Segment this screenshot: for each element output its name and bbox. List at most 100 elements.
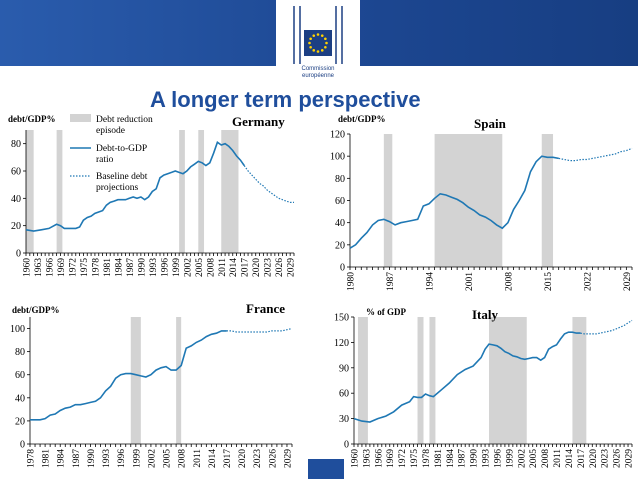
y-tick-label: 90 [339,363,349,374]
x-tick-label: 1990 [470,449,480,468]
debt-reduction-episode [198,130,205,253]
france-chart: 0 20 40 60 80 100 1978 1981 1984 1987 1990 1993 1996… [10,301,293,468]
x-tick-label: 2020 [589,449,599,468]
debt-reduction-episode [130,317,141,444]
debt-reduction-episode [176,317,182,444]
x-tick-label: 1966 [45,258,55,277]
y-axis-label: % of GDP [366,307,406,317]
projection-line [243,165,294,204]
x-tick-label: 2005 [529,449,539,468]
y-tick-label: 120 [330,130,345,141]
x-tick-label: 1966 [374,449,384,468]
legend-proj-label-2: projections [96,183,139,193]
x-tick-label: 1969 [57,258,67,277]
x-tick-label: 1981 [103,258,113,277]
flag-star-icon [325,41,328,45]
x-tick-label: 2002 [147,449,157,468]
y-tick-label: 60 [11,167,21,178]
footer-box [308,459,344,479]
italy-chart: 0 30 60 90 120 150 1960 1963 1966 1969 1972 1975 197… [334,307,635,468]
x-tick-label: 2014 [229,258,239,277]
x-tick-label: 2005 [163,449,173,468]
projection-line [580,319,633,335]
x-tick-label: 2002 [183,258,193,277]
y-tick-label: 0 [344,440,349,451]
chart-title: Germany [232,114,285,129]
legend-shade-label-2: episode [96,126,125,136]
x-tick-label: 2008 [206,258,216,277]
x-tick-label: 2011 [218,258,228,277]
x-tick-label: 1990 [87,449,97,468]
debt-reduction-episode [417,317,424,444]
flag-star-icon [312,34,316,37]
x-tick-label: 2026 [268,449,278,468]
debt-reduction-episode [434,134,503,267]
x-tick-label: 1996 [117,449,127,468]
debt-reduction-episode [357,317,368,444]
flag-star-icon [324,45,327,49]
x-tick-label: 2017 [223,449,233,468]
x-tick-label: 1987 [386,272,396,291]
flag-star-icon [316,50,320,53]
x-tick-label: 2001 [465,272,475,291]
x-tick-label: 2029 [625,449,635,468]
x-tick-label: 1999 [132,449,142,468]
logo-text-line1: Commission [301,66,335,72]
flag-star-icon [316,33,320,36]
x-tick-label: 1984 [446,449,456,468]
chart-title: Spain [474,116,507,131]
x-tick-label: 1994 [425,272,435,291]
x-tick-label: 2008 [541,449,551,468]
x-tick-label: 1978 [91,258,101,277]
y-tick-label: 40 [335,218,345,229]
x-tick-label: 2029 [283,449,293,468]
x-tick-label: 1975 [80,258,90,277]
x-tick-label: 2011 [193,449,203,468]
flag-star-icon [309,37,312,41]
x-tick-label: 1975 [410,449,420,468]
page-title: A longer term perspective [150,87,421,112]
y-tick-label: 40 [15,393,25,404]
x-tick-label: 1960 [351,449,361,468]
x-tick-label: 2017 [577,449,587,468]
debt-ratio-line [349,155,559,249]
y-tick-label: 20 [15,416,25,427]
y-tick-label: 80 [15,347,25,358]
debt-ratio-line [30,330,227,421]
y-tick-label: 60 [335,196,345,207]
x-tick-label: 2029 [623,272,633,291]
x-tick-label: 1978 [422,449,432,468]
debt-reduction-episode [383,134,393,267]
debt-reduction-episode [221,130,239,253]
x-tick-label: 2014 [208,449,218,468]
flag-star-icon [308,41,311,45]
projection-line [226,327,293,333]
flag-star-icon [324,37,327,41]
debt-ratio-line [25,141,245,232]
legend-line-label: Debt-to-GDP [96,144,147,154]
x-tick-label: 1999 [505,449,515,468]
y-tick-label: 20 [11,221,21,232]
y-axis-label: debt/GDP% [12,305,60,315]
chart-title: France [246,301,285,316]
x-tick-label: 2029 [287,258,297,277]
debt-reduction-episode [541,134,554,267]
debt-reduction-episode [489,317,527,444]
y-axis-label: debt/GDP% [338,114,386,124]
x-tick-label: 1999 [172,258,182,277]
spain-chart: 0 20 40 60 80 100 120 1980 1987 1994 2001 2008 2015 2… [330,114,633,291]
x-tick-label: 1984 [57,449,67,468]
x-tick-label: 1969 [386,449,396,468]
x-tick-label: 1993 [482,449,492,468]
chart-title: Italy [472,307,499,322]
debt-reduction-episode [572,317,587,444]
x-tick-label: 2020 [238,449,248,468]
commission-logo: Commission européenne [276,0,360,92]
x-tick-label: 2023 [601,449,611,468]
x-tick-label: 2026 [275,258,285,277]
y-tick-label: 0 [16,249,21,260]
x-tick-label: 1972 [398,449,408,468]
x-tick-label: 1972 [68,258,78,277]
x-tick-label: 1978 [27,449,37,468]
